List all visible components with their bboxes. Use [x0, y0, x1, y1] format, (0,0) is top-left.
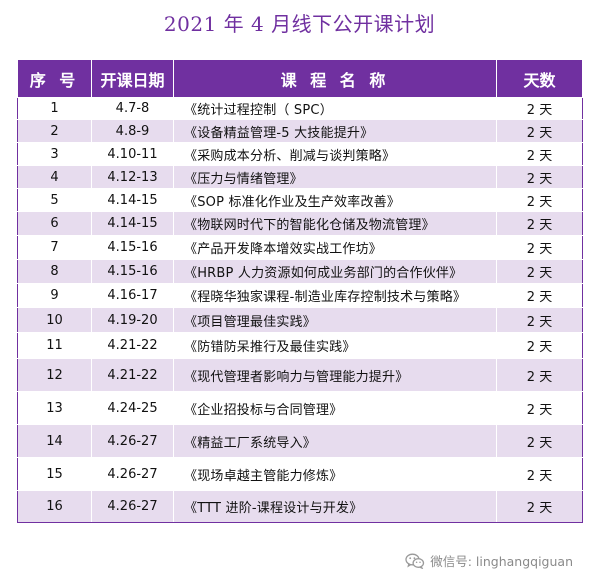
row-course-name: 《精益工厂系统导入》 [173, 424, 497, 458]
row-number: 7 [17, 235, 92, 260]
row-number: 11 [17, 332, 92, 359]
row-days: 2 天 [496, 119, 583, 143]
row-days: 2 天 [496, 235, 583, 260]
table-row: 14 4.26-27 《精益工厂系统导入》 2 天 [17, 424, 583, 458]
header-no: 序 号 [17, 59, 92, 98]
header-days: 天数 [496, 59, 583, 98]
row-course-name: 《现代管理者影响力与管理能力提升》 [173, 358, 497, 392]
row-number: 8 [17, 259, 92, 284]
row-date: 4.19-20 [91, 307, 174, 333]
table-row: 9 4.16-17 《程晓华独家课程-制造业库存控制技术与策略》 2 天 [17, 283, 583, 308]
row-days: 2 天 [496, 188, 583, 212]
table-row: 7 4.15-16 《产品开发降本增效实战工作坊》 2 天 [17, 235, 583, 260]
table-row: 16 4.26-27 《TTT 进阶-课程设计与开发》 2 天 [17, 490, 583, 523]
row-number: 14 [17, 424, 92, 458]
row-days: 2 天 [496, 142, 583, 166]
table-row: 4 4.12-13 《压力与情绪管理》 2 天 [17, 165, 583, 189]
row-number: 5 [17, 188, 92, 212]
row-course-name: 《采购成本分析、削减与谈判策略》 [173, 142, 497, 166]
row-days: 2 天 [496, 391, 583, 425]
watermark-text: 微信号: linghangqiguan [430, 554, 573, 569]
table-body: 1 4.7-8 《统计过程控制（ SPC） 2 天 2 4.8-9 《设备精益管理-5 大技… [17, 97, 583, 523]
table-row: 11 4.21-22 《防错防呆推行及最佳实践》 2 天 [17, 332, 583, 359]
row-course-name: 《程晓华独家课程-制造业库存控制技术与策略》 [173, 283, 497, 308]
row-days: 2 天 [496, 211, 583, 236]
row-course-name: 《现场卓越主管能力修炼》 [173, 457, 497, 491]
row-date: 4.21-22 [91, 332, 174, 359]
page-title: 2021 年 4 月线下公开课计划 [163, 12, 436, 36]
row-days: 2 天 [496, 97, 583, 120]
table-row: 15 4.26-27 《现场卓越主管能力修炼》 2 天 [17, 457, 583, 491]
row-days: 2 天 [496, 165, 583, 189]
row-days: 2 天 [496, 259, 583, 284]
row-course-name: 《SOP 标准化作业及生产效率改善》 [173, 188, 497, 212]
row-date: 4.14-15 [91, 188, 174, 212]
course-plan-table: 序 号 开课日期 课 程 名 称 天数 1 4.7-8 《统计过程控制（ SPC） 2… [17, 59, 583, 523]
wechat-icon [405, 553, 425, 569]
row-number: 12 [17, 358, 92, 392]
row-number: 3 [17, 142, 92, 166]
row-number: 10 [17, 307, 92, 333]
row-days: 2 天 [496, 424, 583, 458]
table-row: 10 4.19-20 《项目管理最佳实践》 2 天 [17, 307, 583, 333]
row-date: 4.8-9 [91, 119, 174, 143]
row-number: 16 [17, 490, 92, 523]
row-number: 4 [17, 165, 92, 189]
table-row: 12 4.21-22 《现代管理者影响力与管理能力提升》 2 天 [17, 358, 583, 392]
row-course-name: 《HRBP 人力资源如何成业务部门的合作伙伴》 [173, 259, 497, 284]
watermark: 微信号: linghangqiguan [405, 551, 573, 570]
row-date: 4.7-8 [91, 97, 174, 120]
row-days: 2 天 [496, 332, 583, 359]
row-course-name: 《统计过程控制（ SPC） [173, 97, 497, 120]
row-course-name: 《项目管理最佳实践》 [173, 307, 497, 333]
row-date: 4.24-25 [91, 391, 174, 425]
row-date: 4.14-15 [91, 211, 174, 236]
row-date: 4.15-16 [91, 235, 174, 260]
header-course-name: 课 程 名 称 [173, 59, 497, 98]
row-course-name: 《TTT 进阶-课程设计与开发》 [173, 490, 497, 523]
row-number: 9 [17, 283, 92, 308]
row-date: 4.26-27 [91, 490, 174, 523]
row-date: 4.10-11 [91, 142, 174, 166]
row-number: 2 [17, 119, 92, 143]
row-date: 4.26-27 [91, 457, 174, 491]
row-days: 2 天 [496, 490, 583, 523]
row-date: 4.21-22 [91, 358, 174, 392]
row-number: 6 [17, 211, 92, 236]
table-header-row: 序 号 开课日期 课 程 名 称 天数 [17, 59, 583, 98]
row-course-name: 《物联网时代下的智能化仓储及物流管理》 [173, 211, 497, 236]
row-date: 4.26-27 [91, 424, 174, 458]
row-date: 4.16-17 [91, 283, 174, 308]
table-row: 1 4.7-8 《统计过程控制（ SPC） 2 天 [17, 97, 583, 120]
row-course-name: 《设备精益管理-5 大技能提升》 [173, 119, 497, 143]
header-date: 开课日期 [91, 59, 174, 98]
row-course-name: 《防错防呆推行及最佳实践》 [173, 332, 497, 359]
row-days: 2 天 [496, 457, 583, 491]
row-number: 1 [17, 97, 92, 120]
row-days: 2 天 [496, 307, 583, 333]
row-course-name: 《企业招投标与合同管理》 [173, 391, 497, 425]
table-row: 2 4.8-9 《设备精益管理-5 大技能提升》 2 天 [17, 119, 583, 143]
row-days: 2 天 [496, 283, 583, 308]
row-days: 2 天 [496, 358, 583, 392]
table-row: 3 4.10-11 《采购成本分析、削减与谈判策略》 2 天 [17, 142, 583, 166]
row-date: 4.15-16 [91, 259, 174, 284]
table-row: 6 4.14-15 《物联网时代下的智能化仓储及物流管理》 2 天 [17, 211, 583, 236]
table-row: 8 4.15-16 《HRBP 人力资源如何成业务部门的合作伙伴》 2 天 [17, 259, 583, 284]
table-row: 13 4.24-25 《企业招投标与合同管理》 2 天 [17, 391, 583, 425]
row-number: 15 [17, 457, 92, 491]
row-course-name: 《产品开发降本增效实战工作坊》 [173, 235, 497, 260]
row-course-name: 《压力与情绪管理》 [173, 165, 497, 189]
table-row: 5 4.14-15 《SOP 标准化作业及生产效率改善》 2 天 [17, 188, 583, 212]
row-date: 4.12-13 [91, 165, 174, 189]
row-number: 13 [17, 391, 92, 425]
